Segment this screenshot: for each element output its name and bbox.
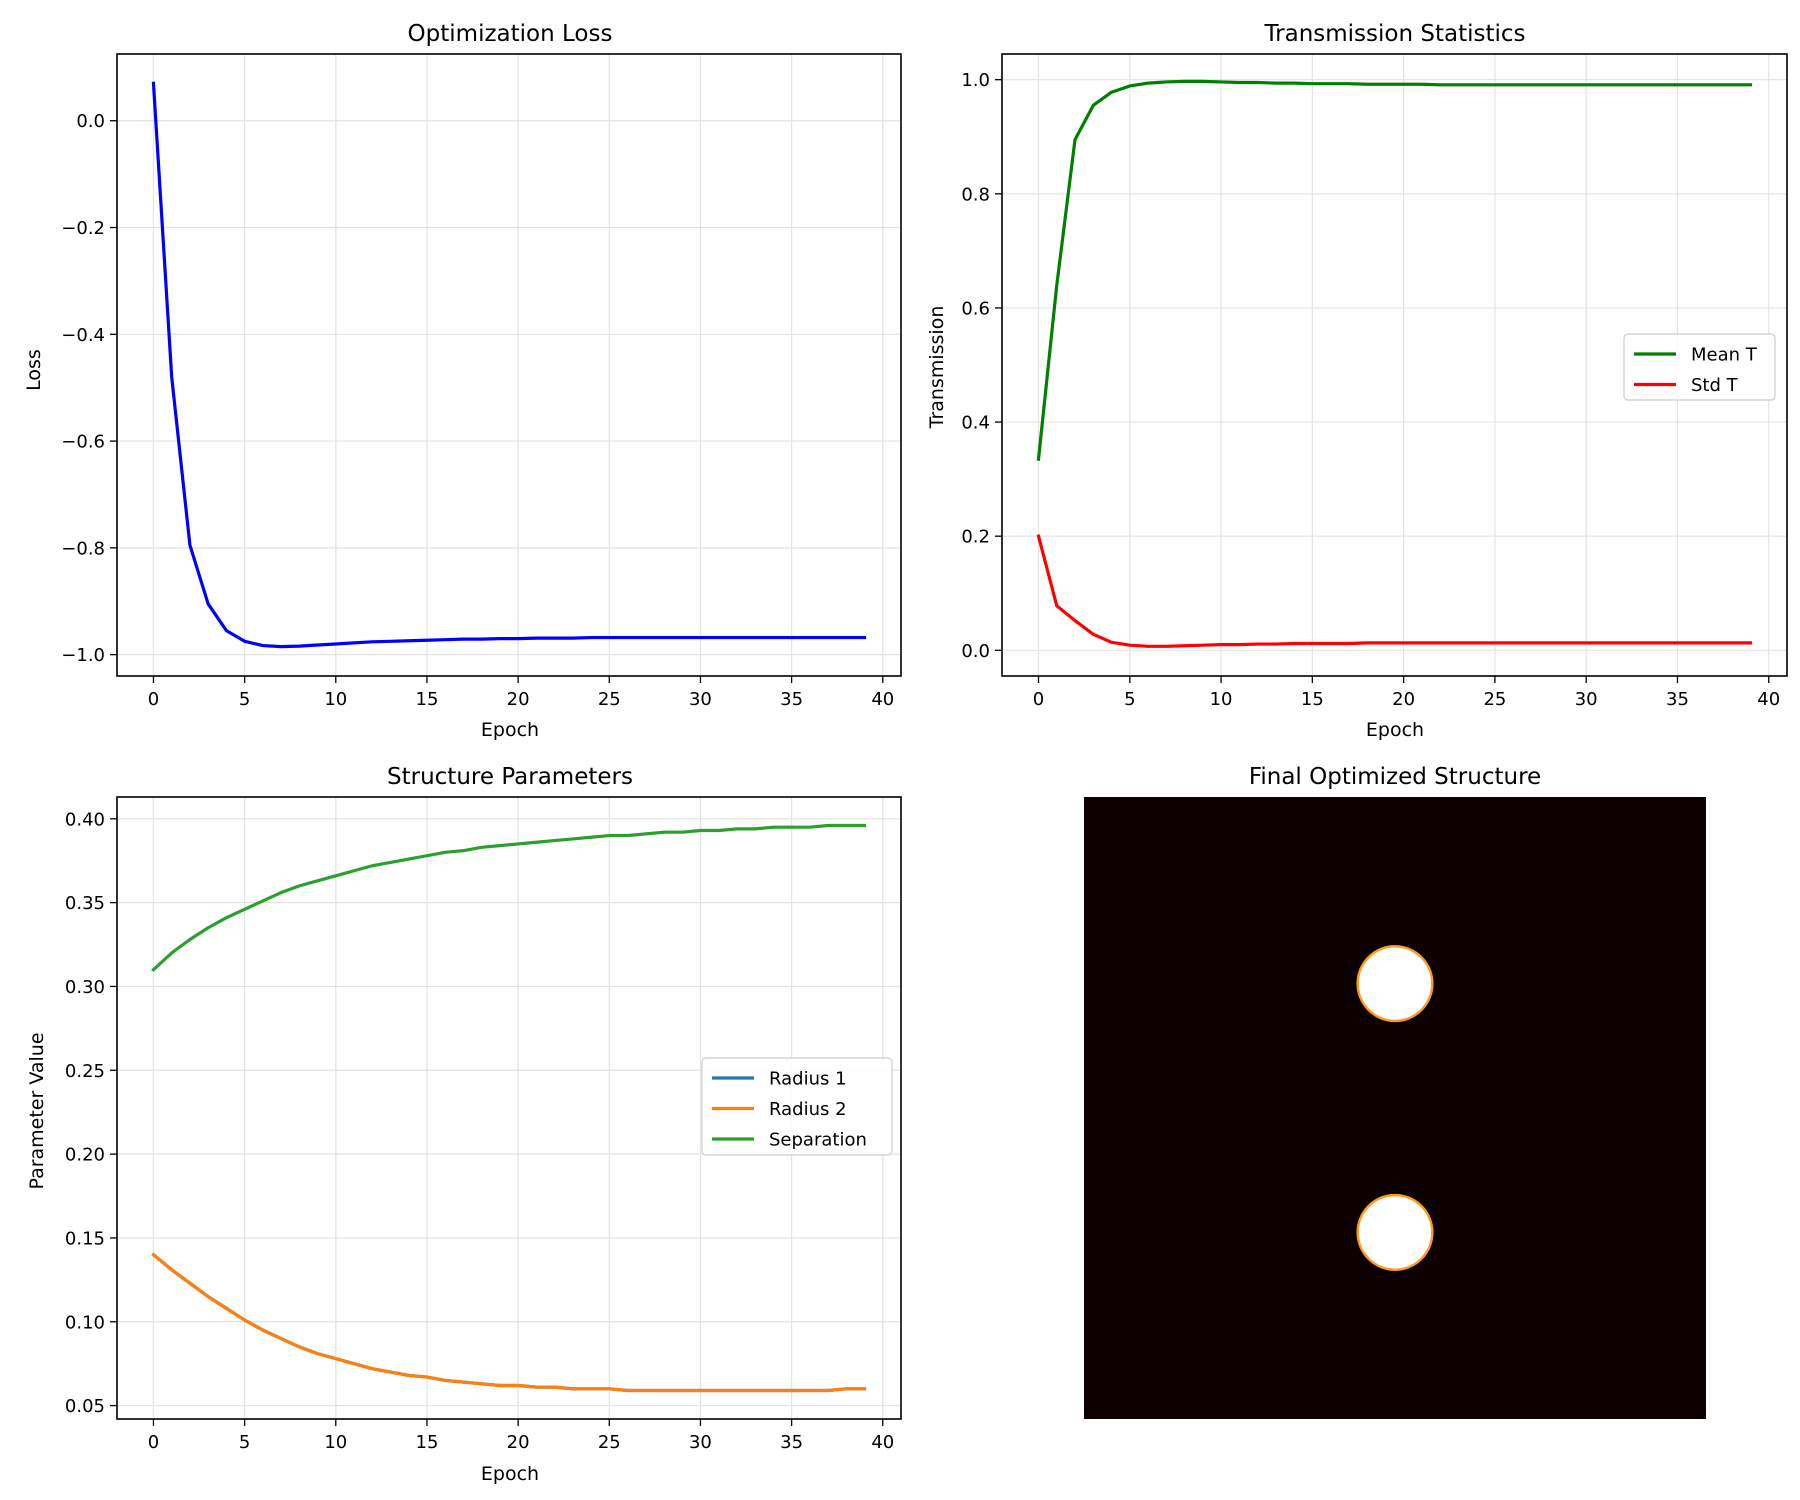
- x-tick-label: 20: [507, 1432, 530, 1453]
- y-tick-label: 0.20: [65, 1145, 105, 1166]
- y-tick-label: 0.25: [65, 1061, 105, 1082]
- x-tick-label: 5: [1124, 689, 1135, 710]
- legend-label: Std T: [1691, 375, 1739, 396]
- series-line-mean-t: [1036, 79, 1753, 461]
- y-tick-label: 0.2: [961, 527, 990, 548]
- x-tick-label: 5: [239, 689, 250, 710]
- y-tick-label: 0.10: [65, 1312, 105, 1333]
- x-tick-label: 0: [148, 689, 159, 710]
- structure-image: Final Optimized Structure: [1084, 764, 1706, 1419]
- y-tick-label: 0.15: [65, 1228, 105, 1249]
- legend: Radius 1 Radius 2 Separation: [701, 1057, 893, 1156]
- x-axis-label: Epoch: [481, 719, 539, 741]
- y-axis-label: Transmission: [926, 306, 948, 430]
- x-tick-label: 15: [416, 689, 439, 710]
- x-tick-label: 40: [871, 689, 894, 710]
- y-axis-label: Loss: [23, 349, 45, 391]
- x-tick-label: 10: [324, 689, 347, 710]
- y-tick-label: 0.0: [961, 641, 990, 662]
- y-tick-label: −1.0: [61, 645, 105, 666]
- x-tick-label: 25: [598, 1432, 621, 1453]
- legend-label: Separation: [769, 1130, 867, 1151]
- series-line-radius-2: [151, 1252, 867, 1393]
- x-tick-label: 40: [871, 1432, 894, 1453]
- x-tick-label: 35: [780, 1432, 803, 1453]
- x-axis-label: Epoch: [481, 1463, 539, 1485]
- x-tick-label: 0: [148, 1432, 159, 1453]
- x-tick-label: 20: [507, 689, 530, 710]
- chart-title: Final Optimized Structure: [1249, 764, 1541, 790]
- x-tick-label: 15: [1301, 689, 1324, 710]
- legend-label: Radius 1: [769, 1069, 847, 1090]
- x-tick-label: 35: [780, 689, 803, 710]
- x-tick-label: 25: [1483, 689, 1506, 710]
- y-tick-label: 0.0: [76, 111, 105, 132]
- y-tick-label: −0.2: [61, 218, 105, 239]
- series-line-loss: [151, 81, 867, 649]
- circle-feature: [1356, 1193, 1434, 1271]
- y-tick-label: −0.8: [61, 538, 105, 559]
- circle-feature: [1356, 945, 1434, 1023]
- x-tick-label: 10: [324, 1432, 347, 1453]
- series-line-separation: [151, 823, 867, 972]
- chart-title: Transmission Statistics: [1263, 21, 1525, 47]
- x-tick-label: 15: [416, 1432, 439, 1453]
- x-tick-label: 0: [1033, 689, 1044, 710]
- x-tick-label: 20: [1392, 689, 1415, 710]
- structure-background: [1084, 797, 1706, 1419]
- x-tick-label: 30: [689, 689, 712, 710]
- x-tick-label: 10: [1210, 689, 1233, 710]
- series-line-std-t: [1036, 534, 1753, 648]
- structure-parameters-chart: Structure Parameters Epoch Parameter Val…: [26, 764, 902, 1485]
- x-tick-label: 40: [1757, 689, 1780, 710]
- plot-frame: [116, 796, 902, 1420]
- x-axis-label: Epoch: [1366, 719, 1424, 741]
- y-tick-label: −0.4: [61, 325, 105, 346]
- legend: Mean T Std T: [1623, 333, 1776, 401]
- y-tick-label: 0.8: [961, 184, 990, 205]
- plot-frame: [1001, 53, 1788, 677]
- legend-label: Mean T: [1691, 345, 1758, 366]
- x-tick-label: 30: [1575, 689, 1598, 710]
- legend-box: [701, 1057, 893, 1156]
- y-axis-label: Parameter Value: [26, 1032, 48, 1189]
- y-tick-label: 0.35: [65, 893, 105, 914]
- x-tick-label: 30: [689, 1432, 712, 1453]
- transmission-chart: Transmission Statistics Epoch Transmissi…: [926, 21, 1788, 741]
- loss-chart: Optimization Loss Epoch Loss 0 5 10 15 20 25 3…: [23, 21, 902, 741]
- y-tick-label: 0.6: [961, 298, 990, 319]
- y-tick-label: −0.6: [61, 432, 105, 453]
- x-tick-label: 5: [239, 1432, 250, 1453]
- y-tick-label: 1.0: [961, 70, 990, 91]
- chart-title: Structure Parameters: [387, 764, 633, 790]
- x-tick-label: 35: [1666, 689, 1689, 710]
- y-tick-label: 0.40: [65, 809, 105, 830]
- y-tick-label: 0.4: [961, 413, 990, 434]
- legend-label: Radius 2: [769, 1099, 847, 1120]
- y-tick-label: 0.30: [65, 977, 105, 998]
- y-tick-label: 0.05: [65, 1396, 105, 1417]
- chart-title: Optimization Loss: [408, 21, 613, 47]
- plot-frame: [116, 53, 902, 677]
- x-tick-label: 25: [598, 689, 621, 710]
